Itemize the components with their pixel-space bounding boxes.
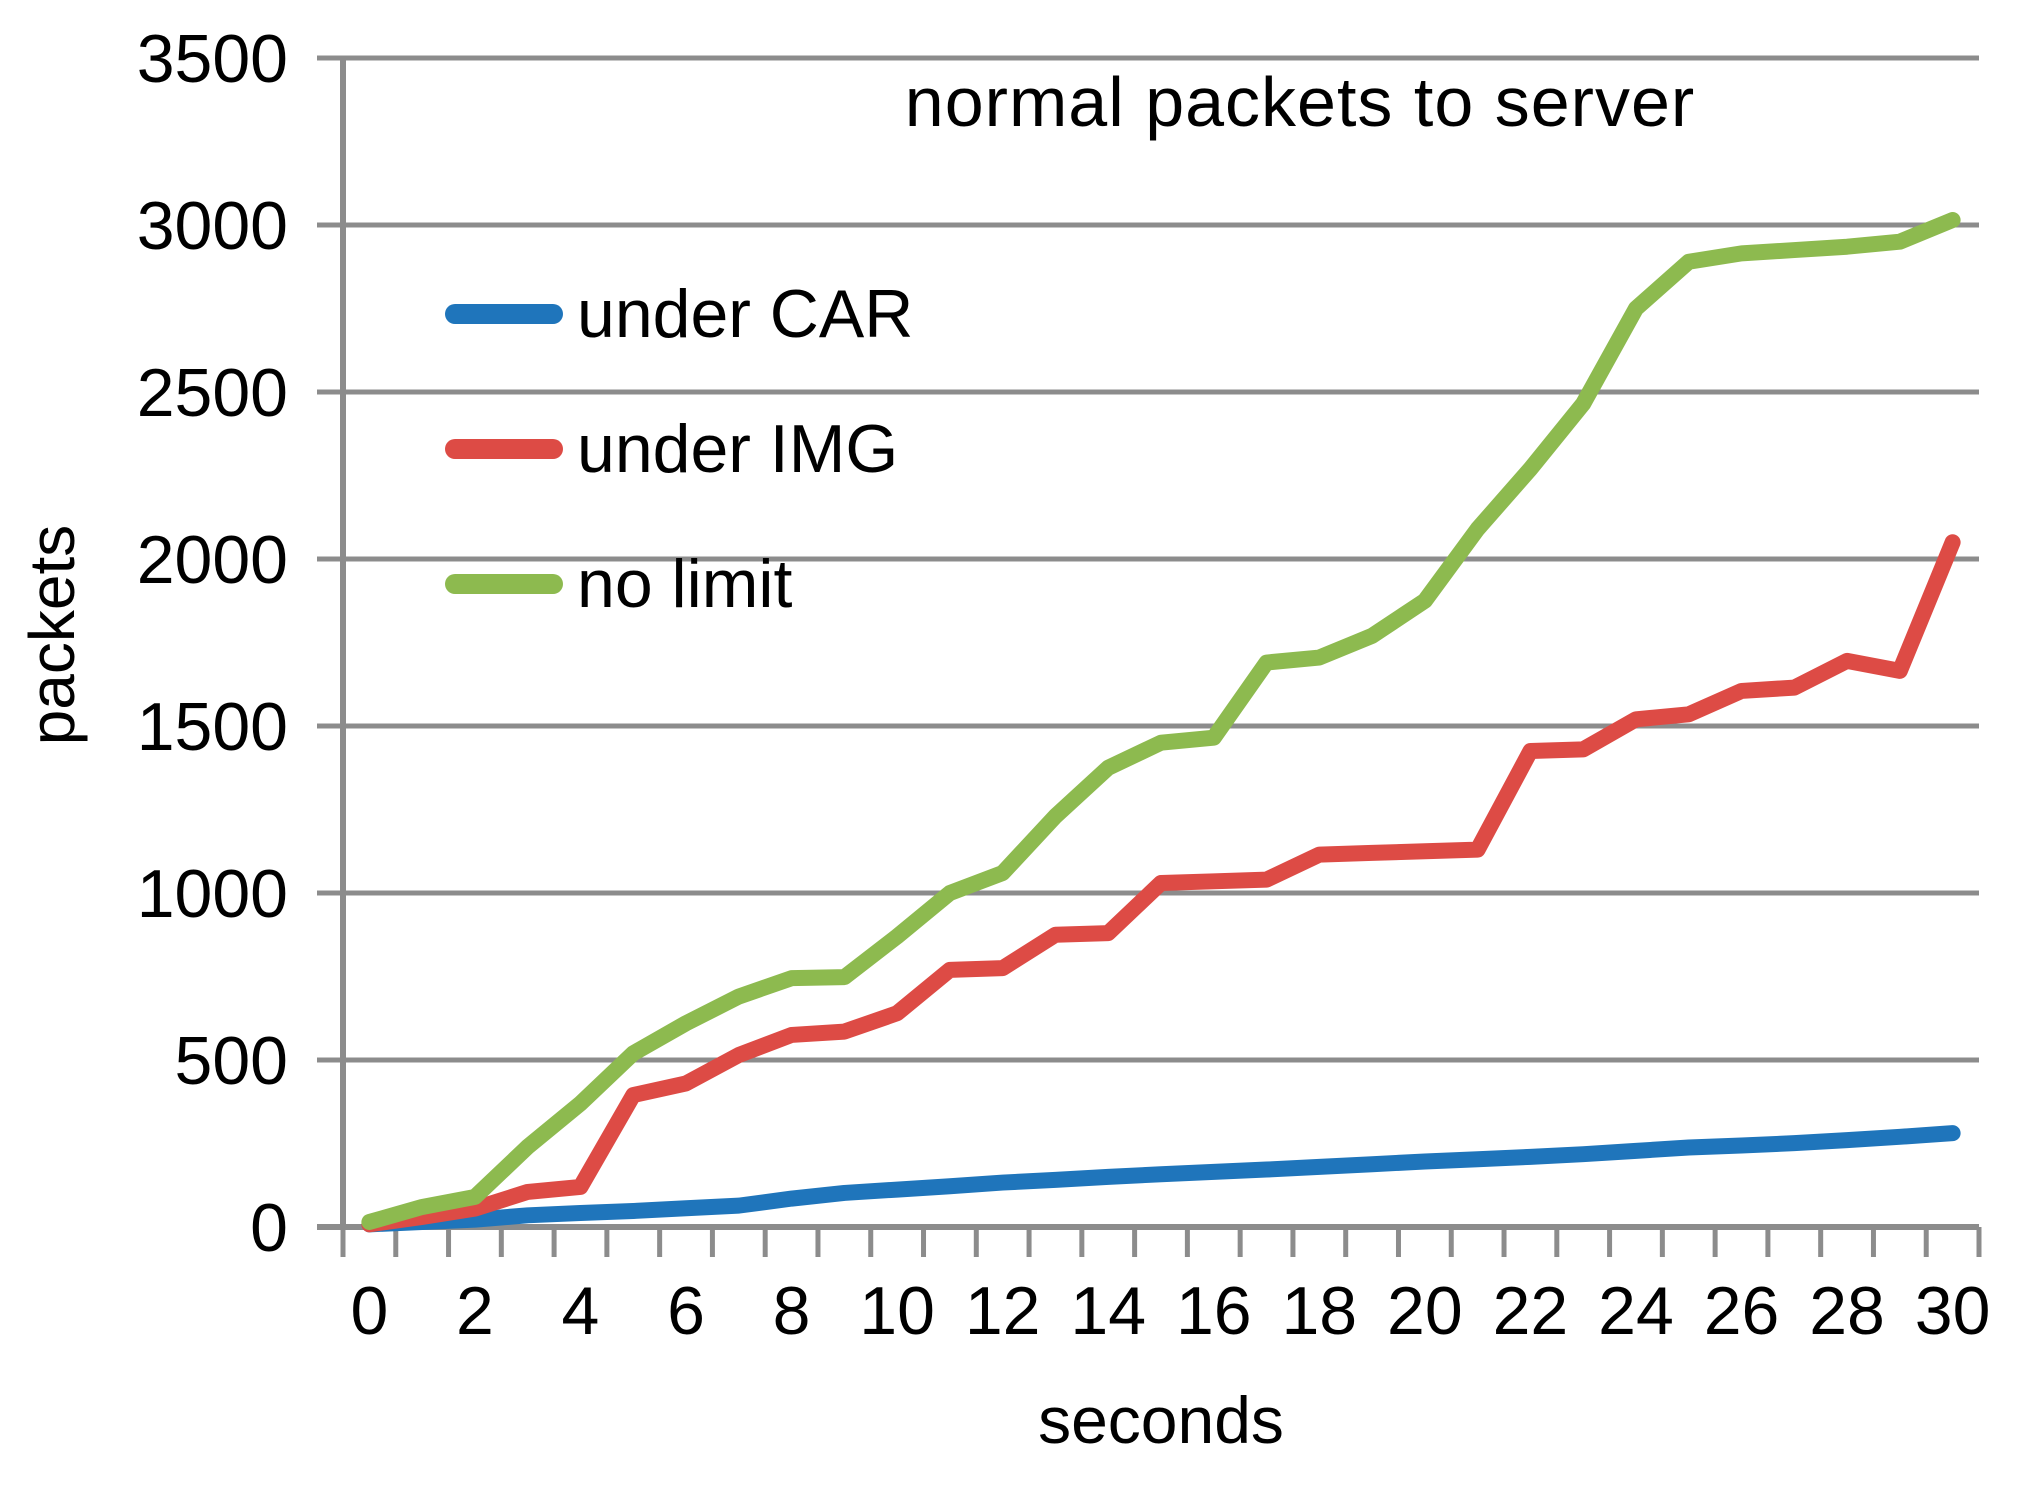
y-tick-label: 500 (174, 1023, 288, 1099)
x-tick-label: 2 (456, 1273, 494, 1349)
y-tick-label: 0 (250, 1190, 288, 1266)
x-tick-label: 14 (1070, 1273, 1147, 1349)
chart-title: normal packets to server (904, 63, 1696, 141)
x-tick-label: 8 (772, 1273, 811, 1349)
y-tick-label: 3000 (136, 188, 288, 264)
legend: under CAR under IMG no limit (445, 272, 913, 626)
legend-swatch-under-car (445, 304, 563, 324)
x-axis-title: seconds (1038, 1383, 1284, 1457)
x-tick-label: 12 (964, 1273, 1041, 1349)
legend-label-under-img: under IMG (577, 411, 899, 487)
x-tick-label: 28 (1809, 1273, 1885, 1349)
series-line-under-car (361, 1125, 1961, 1233)
legend-item-under-car: under CAR (445, 272, 913, 356)
series-line-under-img (361, 534, 1961, 1233)
legend-swatch-under-img (445, 439, 563, 459)
legend-swatch-no-limit (445, 574, 563, 594)
y-tick-label: 1500 (136, 689, 288, 765)
x-tick-label: 4 (561, 1273, 600, 1349)
legend-label-under-car: under CAR (577, 276, 914, 352)
x-tick-label: 26 (1703, 1273, 1780, 1349)
y-tick-label: 2000 (136, 522, 288, 598)
x-tick-label: 10 (859, 1273, 935, 1349)
x-tick-label: 16 (1175, 1273, 1252, 1349)
x-tick-label: 30 (1914, 1273, 1991, 1349)
y-tick-label: 1000 (136, 856, 288, 932)
legend-item-no-limit: no limit (445, 542, 913, 626)
legend-item-under-img: under IMG (445, 407, 913, 491)
x-tick-label: 6 (667, 1273, 705, 1349)
y-tick-label: 3500 (136, 21, 288, 97)
legend-label-no-limit: no limit (577, 546, 793, 622)
x-tick-label: 18 (1281, 1273, 1358, 1349)
x-tick-label: 24 (1598, 1273, 1674, 1349)
x-tick-label: 22 (1492, 1273, 1569, 1349)
x-tick-label: 20 (1387, 1273, 1463, 1349)
series-line-no-limit (361, 211, 1961, 1230)
y-tick-label: 2500 (136, 355, 288, 431)
x-tick-label: 0 (350, 1273, 389, 1349)
